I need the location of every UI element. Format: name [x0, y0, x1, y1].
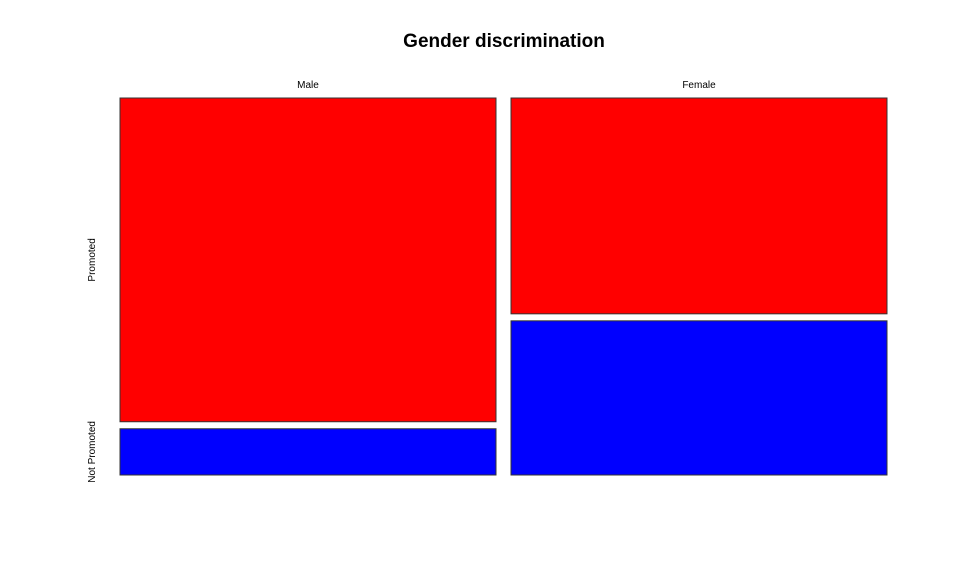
chart-title: Gender discrimination — [403, 31, 605, 52]
row-label-promoted: Promoted — [87, 238, 98, 281]
row-labels: Promoted Not Promoted — [87, 238, 98, 483]
column-label-male: Male — [297, 80, 319, 91]
column-label-female: Female — [682, 80, 716, 91]
mosaic-cells — [119, 97, 888, 476]
cell-male-promoted — [119, 97, 497, 423]
cell-female-promoted — [510, 97, 888, 315]
column-labels: Male Female — [297, 80, 716, 91]
cell-male-not-promoted — [119, 428, 497, 476]
cell-female-not-promoted — [510, 320, 888, 476]
row-label-not-promoted: Not Promoted — [87, 421, 98, 483]
